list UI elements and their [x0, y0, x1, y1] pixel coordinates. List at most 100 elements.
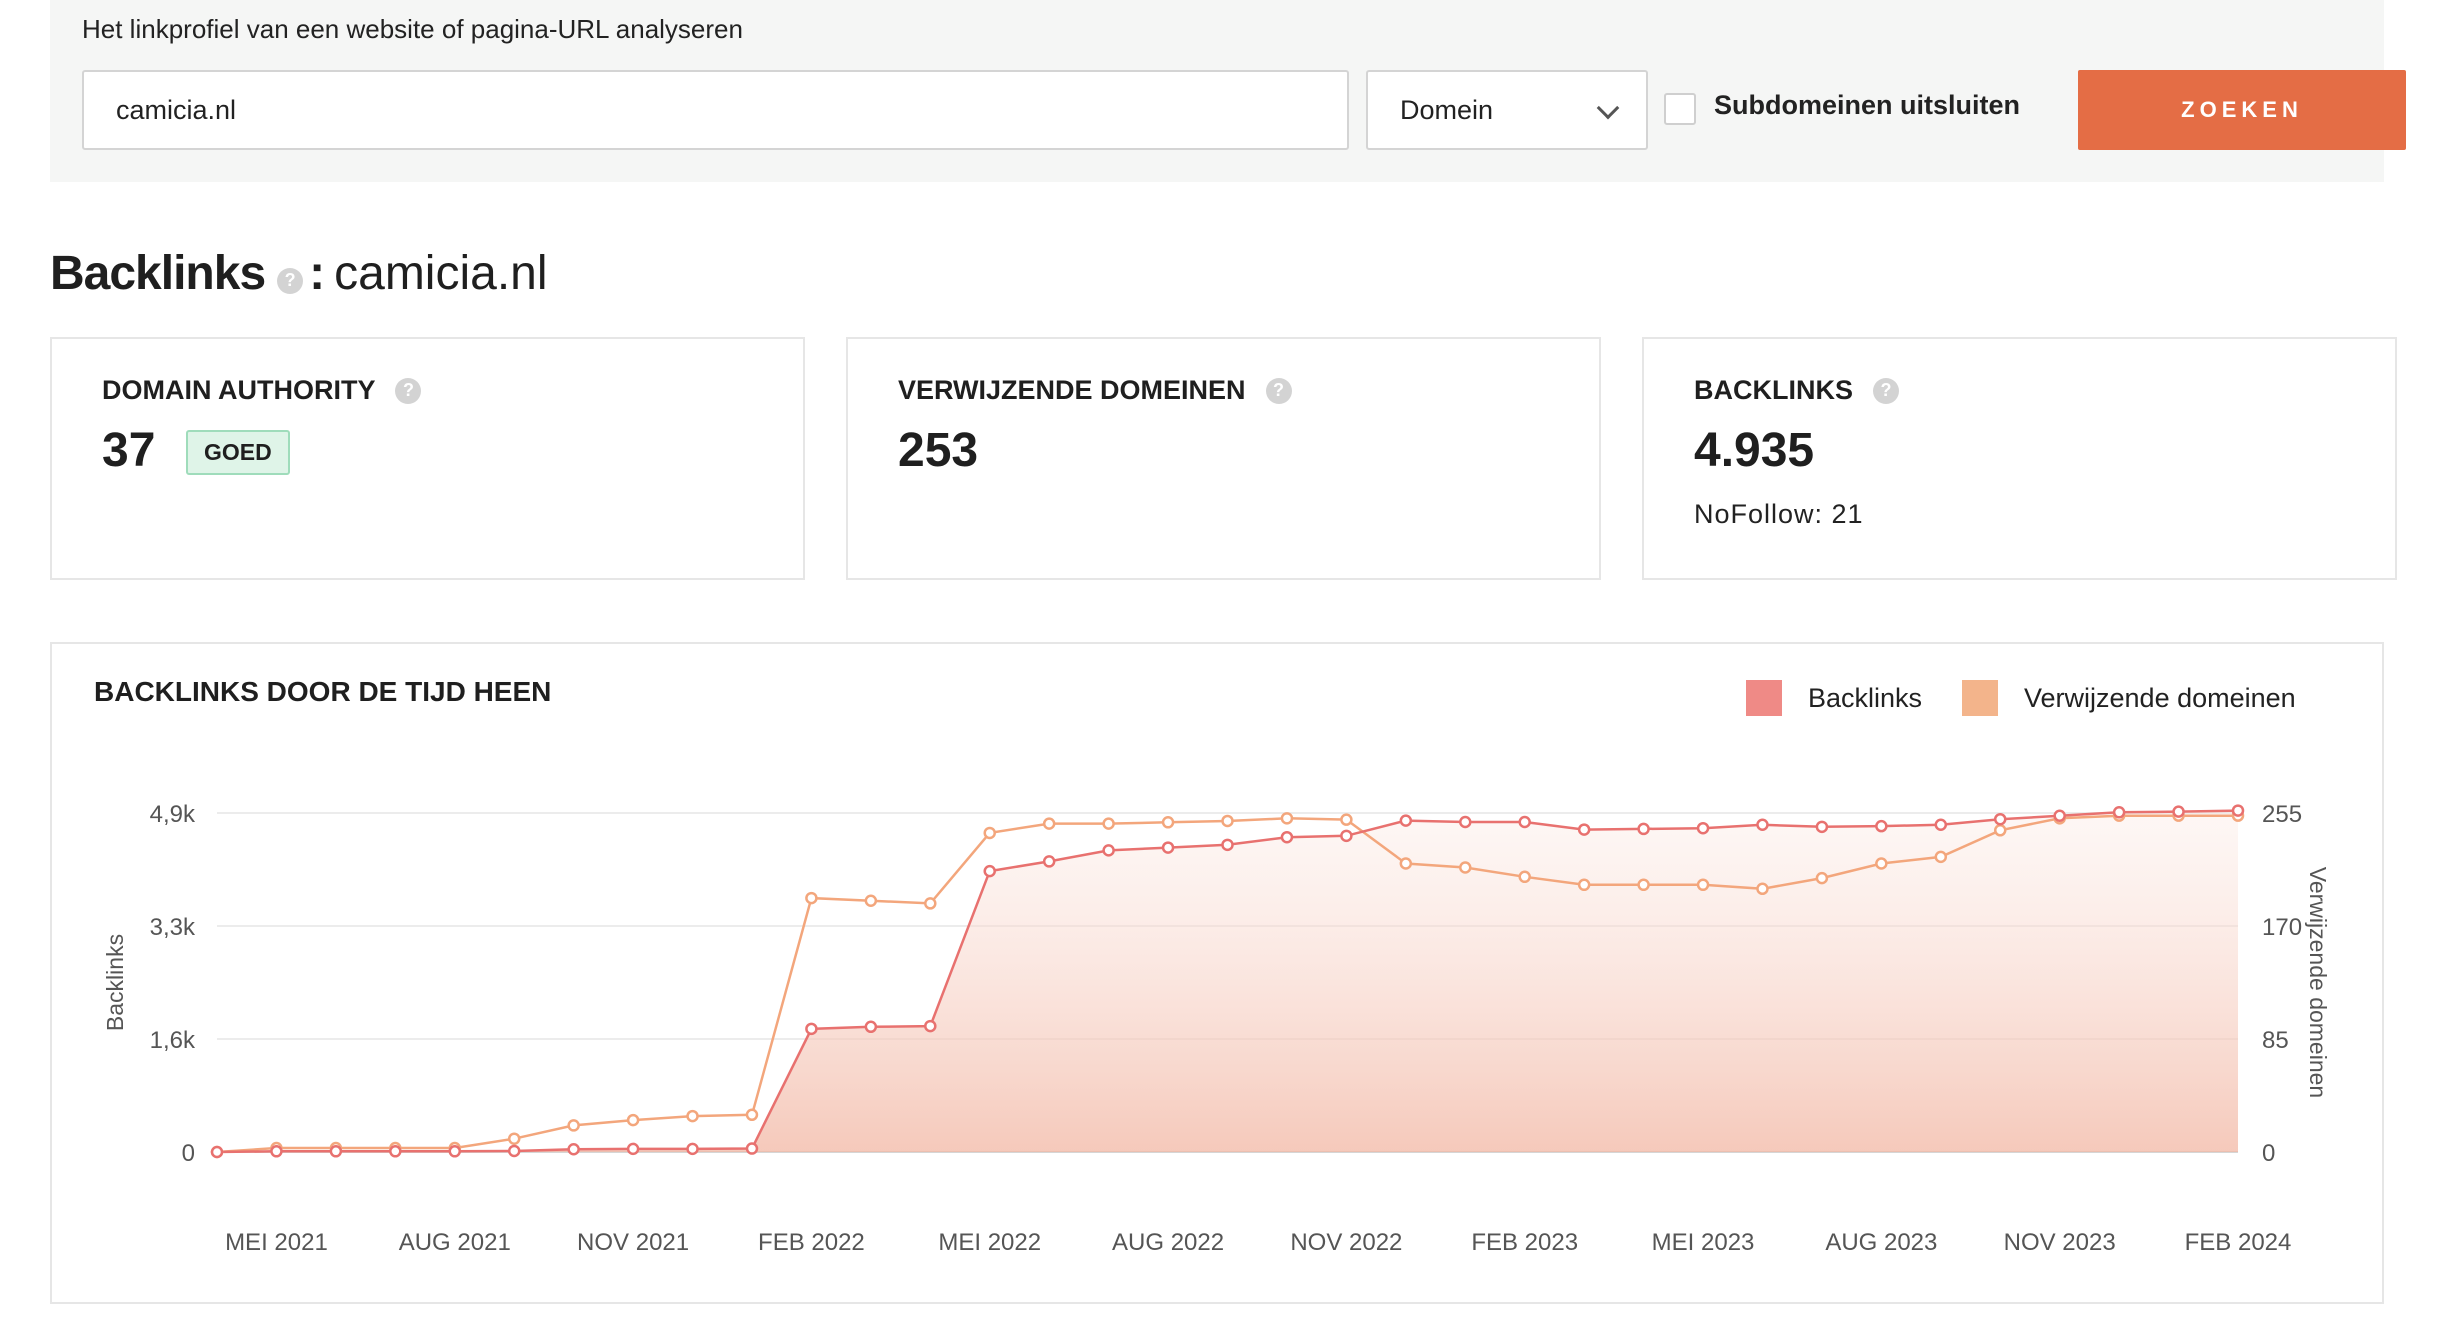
data-point-backlinks — [1459, 815, 1472, 829]
legend-item-backlinks[interactable]: Backlinks — [1746, 680, 1922, 716]
data-point-backlinks — [1518, 815, 1531, 829]
data-point-backlinks — [1042, 855, 1056, 868]
data-point-backlinks — [1577, 823, 1591, 836]
search-button[interactable]: ZOEKEN — [2078, 70, 2406, 150]
help-icon[interactable]: ? — [1265, 377, 1292, 404]
data-point-backlinks — [1815, 820, 1829, 834]
help-icon[interactable]: ? — [395, 377, 422, 404]
legend-swatch — [1746, 680, 1782, 716]
data-point-referring-domains — [686, 1109, 699, 1123]
scope-select[interactable]: Domein — [1366, 70, 1648, 150]
stat-label: VERWIJZENDE DOMEINEN ? — [898, 375, 1292, 406]
data-point-referring-domains — [1815, 871, 1829, 885]
x-tick-label: FEB 2022 — [758, 1229, 865, 1256]
data-point-referring-domains — [805, 891, 818, 905]
data-point-backlinks — [1340, 829, 1353, 843]
status-badge: GOED — [186, 430, 290, 475]
data-point-backlinks — [983, 864, 996, 878]
data-point-backlinks — [626, 1142, 640, 1156]
data-point-referring-domains — [864, 894, 878, 907]
y-tick-label: 4,9k — [150, 801, 196, 828]
data-point-referring-domains — [745, 1108, 759, 1122]
data-point-backlinks — [2053, 809, 2066, 823]
data-point-referring-domains — [1102, 817, 1115, 830]
help-icon[interactable]: ? — [277, 267, 304, 294]
data-point-backlinks — [1934, 818, 1948, 832]
data-point-referring-domains — [1459, 861, 1472, 874]
data-point-referring-domains — [1161, 816, 1175, 829]
data-point-referring-domains — [983, 826, 996, 840]
data-point-backlinks — [329, 1145, 343, 1158]
data-point-referring-domains — [1756, 882, 1769, 896]
x-tick-label: MEI 2023 — [1652, 1229, 1755, 1256]
page-title: Backlinks ? : camicia.nl — [50, 246, 548, 301]
exclude-subdomains-checkbox[interactable] — [1664, 93, 1696, 125]
y2-tick-label: 0 — [2262, 1140, 2275, 1167]
x-tick-label: FEB 2024 — [2185, 1229, 2292, 1256]
data-point-referring-domains — [1399, 857, 1413, 870]
data-point-referring-domains — [1577, 878, 1591, 892]
data-point-backlinks — [1102, 844, 1115, 857]
data-point-backlinks — [270, 1145, 283, 1158]
domain-authority-card: DOMAIN AUTHORITY ? 37 GOED — [50, 337, 805, 580]
data-point-referring-domains — [1696, 878, 1710, 892]
backlinks-card: BACKLINKS ? 4.935 NoFollow: 21 — [1642, 337, 2397, 580]
y-axis-label: Backlinks — [102, 934, 128, 1031]
data-point-backlinks — [1637, 822, 1650, 836]
nofollow-count: NoFollow: 21 — [1694, 499, 1864, 529]
data-point-referring-domains — [626, 1113, 640, 1127]
stat-label: BACKLINKS ? — [1694, 375, 1899, 406]
data-point-referring-domains — [1340, 813, 1353, 826]
x-tick-label: AUG 2023 — [1825, 1229, 1937, 1256]
data-point-referring-domains — [1993, 824, 2007, 837]
stat-label-text: BACKLINKS — [1694, 375, 1853, 405]
data-point-backlinks — [1756, 818, 1769, 832]
data-point-backlinks — [389, 1145, 402, 1158]
x-tick-label: AUG 2021 — [399, 1229, 511, 1256]
backlinks-value: 4.935 — [1694, 424, 1815, 477]
data-point-referring-domains — [567, 1119, 580, 1132]
data-point-referring-domains — [1221, 814, 1234, 828]
data-point-referring-domains — [924, 897, 937, 910]
chart-card: 0 1,6k 3,3k 4,9k 0 85 170 255 MEI 2021 AUG 2021 NO… — [50, 642, 2384, 1304]
data-point-backlinks — [1280, 830, 1294, 844]
exclude-subdomains-label[interactable]: Subdomeinen uitsluiten — [1714, 90, 2021, 120]
y-tick-label: 3,3k — [150, 914, 196, 941]
data-point-backlinks — [805, 1022, 818, 1036]
x-tick-label: NOV 2021 — [577, 1229, 689, 1256]
scope-select-value: Domein — [1400, 94, 1494, 125]
data-point-backlinks — [448, 1145, 462, 1158]
data-point-backlinks — [1399, 814, 1413, 827]
chevron-down-icon — [1596, 96, 1620, 120]
data-point-referring-domains — [1875, 857, 1888, 870]
data-point-backlinks — [1875, 819, 1888, 833]
data-point-backlinks — [507, 1144, 521, 1158]
legend-item-referring-domains[interactable]: Verwijzende domeinen — [1962, 680, 2296, 716]
legend-label: Verwijzende domeinen — [2024, 682, 2296, 713]
data-point-backlinks — [2231, 804, 2245, 817]
legend-swatch — [1962, 680, 1998, 716]
x-tick-label: NOV 2023 — [2004, 1229, 2116, 1256]
legend-label: Backlinks — [1808, 682, 1923, 713]
y2-tick-label: 85 — [2262, 1027, 2289, 1054]
stat-label-text: VERWIJZENDE DOMEINEN — [898, 375, 1246, 405]
y2-axis-label: Verwijzende domeinen — [2305, 867, 2331, 1098]
y-tick-label: 0 — [182, 1140, 195, 1167]
data-point-referring-domains — [1934, 850, 1948, 864]
url-input[interactable] — [82, 70, 1349, 150]
help-icon[interactable]: ? — [1873, 377, 1899, 404]
y-tick-label: 1,6k — [150, 1027, 196, 1054]
data-point-backlinks — [686, 1142, 699, 1156]
backlinks-chart: 0 1,6k 3,3k 4,9k 0 85 170 255 MEI 2021 AUG 2021 NO… — [102, 801, 2331, 1256]
stat-label: DOMAIN AUTHORITY ? — [102, 375, 422, 406]
data-point-backlinks — [210, 1145, 224, 1159]
data-point-backlinks — [745, 1142, 759, 1155]
data-point-backlinks — [2172, 805, 2185, 818]
referring-domains-card: VERWIJZENDE DOMEINEN ? 253 — [846, 337, 1601, 580]
data-point-referring-domains — [1518, 870, 1531, 884]
data-point-referring-domains — [1042, 817, 1056, 830]
referring-domains-value: 253 — [898, 424, 979, 477]
data-point-referring-domains — [1280, 812, 1294, 825]
data-point-backlinks — [1161, 841, 1175, 854]
stat-label-text: DOMAIN AUTHORITY — [102, 375, 376, 405]
